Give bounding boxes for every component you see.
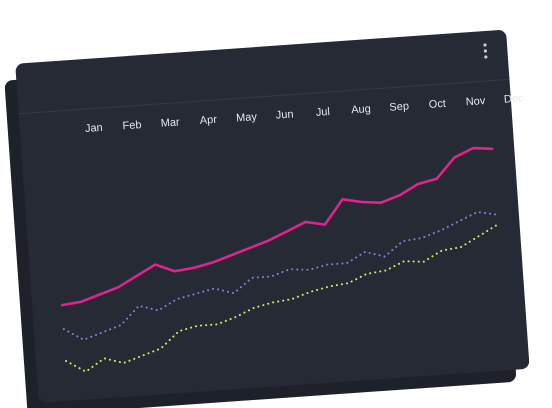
x-tick-label: Jan xyxy=(85,122,104,135)
x-tick-label: Dec xyxy=(504,92,525,105)
series-line xyxy=(60,146,494,307)
x-tick-label: Nov xyxy=(465,95,486,108)
x-tick-label: Aug xyxy=(351,103,371,116)
x-tick-label: Feb xyxy=(122,119,142,132)
x-tick-label: Apr xyxy=(199,114,217,127)
x-tick-label: Oct xyxy=(428,98,446,111)
menu-dot xyxy=(483,43,487,47)
menu-dot xyxy=(483,49,488,53)
menu-icon[interactable] xyxy=(483,43,488,59)
header-divider xyxy=(18,78,510,115)
menu-dot xyxy=(484,55,488,59)
x-tick-label: May xyxy=(236,111,258,124)
series-line xyxy=(62,210,498,341)
x-tick-label: Sep xyxy=(389,100,409,113)
x-tick-label: Mar xyxy=(160,116,180,129)
card xyxy=(15,30,530,403)
chart: Jan Feb Mar Apr May Jun Jul Aug Sep Oct Nov Dec xyxy=(60,92,525,373)
x-tick-label: Jun xyxy=(275,108,294,121)
x-tick-label: Jul xyxy=(315,106,330,119)
card-stack: Jan Feb Mar Apr May Jun Jul Aug Sep Oct Nov Dec xyxy=(4,30,530,408)
series-line xyxy=(65,223,499,373)
